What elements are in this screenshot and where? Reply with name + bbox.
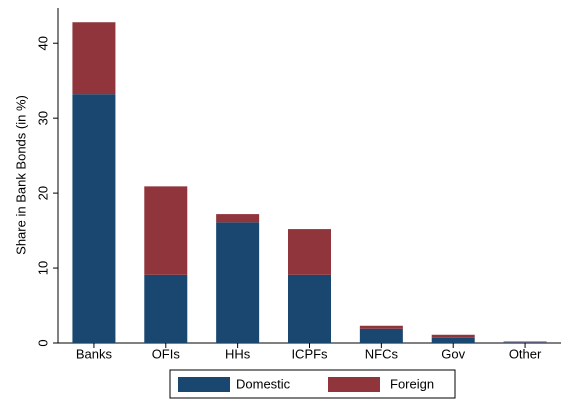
x-tick-label: OFIs (152, 346, 181, 361)
x-tick-label: Gov (441, 346, 465, 361)
legend-label: Foreign (390, 376, 434, 391)
bar-segment (72, 22, 116, 95)
legend-swatch (178, 377, 230, 392)
bar-segment (288, 229, 331, 275)
y-tick-label: 40 (35, 36, 50, 50)
x-tick-label: Banks (76, 346, 113, 361)
bar-segment (216, 222, 260, 343)
bar-segment (431, 334, 475, 338)
bar-segment (144, 274, 188, 343)
bar-segment (72, 94, 116, 343)
legend-swatch (328, 377, 380, 392)
x-tick-label: NFCs (365, 346, 399, 361)
y-tick-label: 0 (35, 339, 50, 346)
bar-segment (359, 325, 403, 329)
bar-segment (503, 342, 547, 343)
y-tick-label: 20 (35, 186, 50, 200)
y-axis-label: Share in Bank Bonds (in %) (13, 95, 28, 255)
bar-segment (503, 341, 547, 343)
bar-segment (144, 186, 188, 275)
bar-segment (288, 274, 331, 343)
y-tick-label: 10 (35, 261, 50, 275)
bar-segment (216, 214, 260, 223)
bar-segment (359, 328, 403, 343)
bar-segment (431, 337, 475, 343)
x-tick-label: Other (509, 346, 542, 361)
x-tick-label: HHs (225, 346, 251, 361)
y-tick-label: 30 (35, 111, 50, 125)
x-tick-label: ICPFs (291, 346, 328, 361)
legend-label: Domestic (236, 376, 291, 391)
